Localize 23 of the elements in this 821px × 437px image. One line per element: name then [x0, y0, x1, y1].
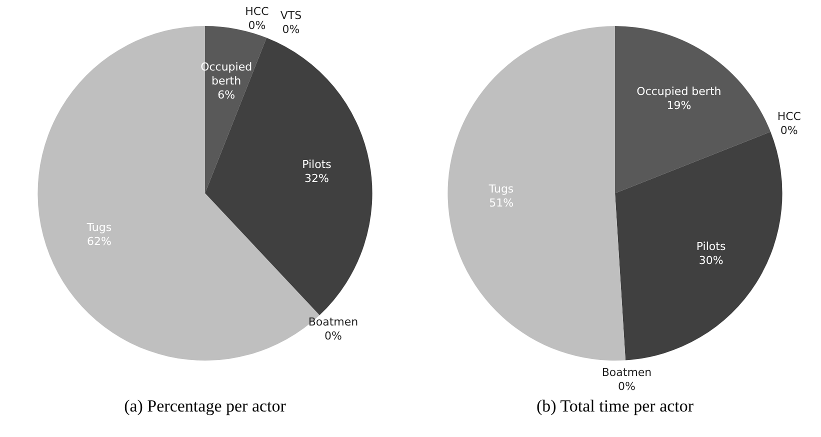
data-label: 51% [489, 196, 514, 210]
data-label: 19% [666, 99, 692, 112]
text: (b) Total time per actor [536, 396, 694, 416]
category-label: Boatmen [308, 316, 358, 329]
category-label: HCC [777, 110, 801, 124]
data-label: 32% [304, 172, 329, 185]
text: 0% [780, 124, 798, 138]
category-label: HCC [245, 5, 269, 18]
category-label: Boatmen [602, 366, 652, 380]
slice-label: Occupied berth [636, 85, 722, 98]
category-label: VTS [280, 9, 302, 22]
text: 0% [324, 330, 342, 343]
slice-label: Tugs [488, 182, 514, 196]
data-label: 30% [698, 254, 724, 268]
text: (a) Percentage per actor [124, 396, 286, 416]
text: 0% [248, 19, 266, 32]
text: 0% [282, 23, 300, 36]
slice-label: Pilots [696, 240, 726, 254]
slice-label: Pilots [302, 158, 332, 171]
text: 0% [618, 380, 636, 394]
data-label: 62% [87, 235, 112, 248]
data-label: 6% [218, 88, 236, 102]
slice-label: Tugs [86, 221, 112, 234]
